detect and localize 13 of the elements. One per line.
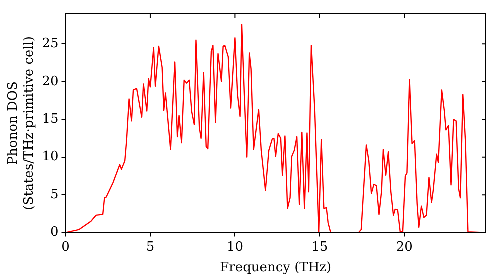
y-tick-label: 0 — [50, 225, 59, 240]
x-tick-label: 20 — [396, 240, 413, 255]
x-axis-title: Frequency (THz) — [220, 260, 332, 276]
y-tick-label: 5 — [50, 187, 59, 202]
y-axis-title: Phonon DOS (States/THz·primitive cell) — [6, 36, 37, 210]
x-tick-label: 15 — [312, 240, 328, 255]
y-tick-label: 20 — [42, 74, 59, 90]
x-tick-label: 0 — [62, 240, 70, 255]
y-tick-label: 15 — [42, 112, 59, 128]
y-tick-label: 25 — [42, 36, 59, 52]
x-tick-label: 10 — [226, 240, 244, 255]
y-tick-label: 10 — [42, 150, 59, 165]
x-tick-label: 5 — [146, 240, 155, 255]
